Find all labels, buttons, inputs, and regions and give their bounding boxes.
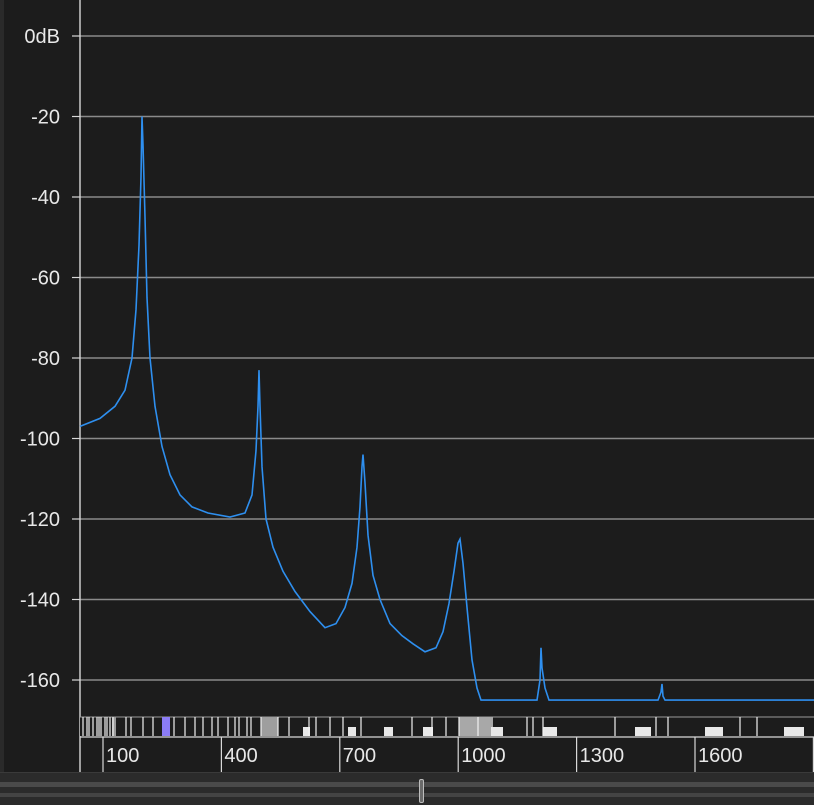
- range-strip-grey-block: [459, 717, 493, 736]
- series-line-spectrum: [79, 116, 814, 701]
- x-tick-label: 1600: [698, 745, 743, 767]
- y-tick-label: 0dB: [24, 26, 60, 48]
- range-strip-grey-block: [112, 717, 116, 736]
- secondary-scroll-track[interactable]: [0, 793, 814, 797]
- spectrum-plot-area: [4, 0, 814, 772]
- x-tick-label: 400: [224, 745, 257, 767]
- range-strip-white-block: [784, 727, 804, 736]
- range-strip-white-block: [491, 727, 503, 736]
- range-strip-white-block: [348, 727, 356, 736]
- range-strip-grey-block: [261, 717, 278, 736]
- y-tick-label: -100: [20, 429, 60, 451]
- range-strip-white-block: [303, 727, 310, 736]
- x-axis: 100 400 700 1000 1300 1600: [80, 736, 814, 772]
- y-tick-label: -20: [31, 107, 60, 129]
- scrollbar-thumb[interactable]: [419, 779, 424, 803]
- y-tick-label: -140: [20, 590, 60, 612]
- y-tick-label: -80: [31, 348, 60, 370]
- range-strip-white-block: [384, 727, 393, 736]
- left-edge-strip: [0, 0, 4, 772]
- spectrum-chart: 0dB -20 -40 -60 -80 -100 -120 -140 -160 100 400 70…: [20, 0, 814, 772]
- range-strip: [80, 716, 814, 736]
- y-axis: 0dB -20 -40 -60 -80 -100 -120 -140 -160: [20, 0, 81, 772]
- x-tick-label: 100: [106, 745, 139, 767]
- range-strip-highlight[interactable]: [162, 717, 170, 736]
- y-tick-label: -120: [20, 509, 60, 531]
- x-tick-label: 1300: [580, 745, 625, 767]
- y-tick-label: -60: [31, 268, 60, 290]
- horizontal-scrollbar-track[interactable]: [0, 782, 814, 787]
- y-tick-label: -40: [31, 187, 60, 209]
- x-tick-label: 1000: [461, 745, 506, 767]
- range-strip-white-block: [635, 727, 651, 736]
- grid-lines: [80, 35, 814, 681]
- bottom-scrollbar-area: [0, 772, 814, 805]
- x-tick-label: 700: [343, 745, 376, 767]
- range-strip-white-block: [543, 727, 557, 736]
- range-strip-white-block: [705, 727, 723, 736]
- y-tick-label: -160: [20, 670, 60, 692]
- range-strip-background: [80, 717, 814, 736]
- range-strip-white-block: [423, 727, 433, 736]
